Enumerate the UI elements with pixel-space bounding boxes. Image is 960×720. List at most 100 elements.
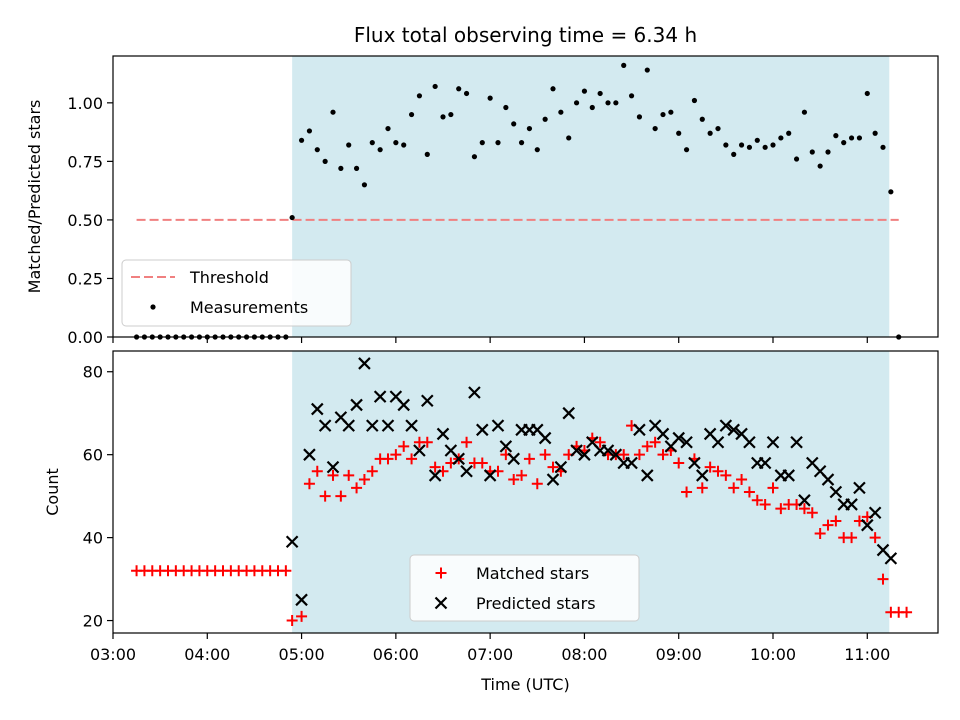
matched-star-point [406,453,418,465]
predicted-star-point [790,435,803,449]
predicted-star-point [641,469,654,482]
measurement-point [801,109,808,115]
matched-star-point [869,532,881,544]
ratio-legend: Threshold Measurements [121,259,352,327]
measurement-point [786,130,792,136]
matched-star-point [641,440,653,452]
measurement-point [676,130,682,136]
matched-star-point [476,457,488,469]
measurement-point [762,144,768,150]
measurement-point [495,140,501,146]
matched-star-point [303,478,315,490]
predicted-star-point [633,423,646,437]
measurement-point [369,140,375,146]
x-tick-label: 03:00 [90,645,136,664]
predicted-star-point [562,406,575,420]
legend-matched-swatch [435,567,447,579]
matched-star-point [366,465,378,477]
predicted-star-point [326,460,340,474]
measurement-point [416,93,423,99]
matched-star-point [696,482,708,494]
legend-box [409,554,640,622]
predicted-star-point [381,419,395,432]
y-tick-label: 0.75 [67,152,103,171]
legend-threshold-label: Threshold [189,268,269,287]
measurement-point [322,158,328,164]
predicted-star-point [311,402,324,416]
matched-star-point [461,436,473,448]
predicted-star-point [491,419,505,432]
matched-star-point [539,449,551,461]
matched-star-point [767,482,779,494]
measurement-point [707,130,713,136]
predicted-star-point [656,427,670,441]
y-tick-label: 20 [83,612,103,631]
matched-star-point [319,490,331,502]
matched-star-point [830,515,842,527]
measurement-point [754,137,760,143]
measurement-point [314,147,320,153]
predicted-star-point [397,398,410,412]
legend-predicted-swatch [434,596,448,610]
y-tick-label: 40 [83,529,103,548]
predicted-star-point [711,435,725,449]
y-tick-label: 0.25 [67,269,103,288]
matched-star-point [681,486,693,498]
predicted-star-point [350,398,363,412]
predicted-star-point [727,423,740,437]
measurement-point [456,86,462,92]
matched-star-point [390,449,402,461]
measurement-point [793,156,800,162]
measurement-point [778,135,784,141]
count-plot-frame [112,350,939,634]
matched-star-point [311,465,323,477]
matched-star-point [516,469,528,481]
y-tick-label: 0.50 [67,211,103,230]
measurement-point [864,90,870,97]
predicted-star-point [366,419,379,432]
predicted-star-point [405,419,418,432]
measurement-point [683,147,690,153]
measurement-point [841,140,847,146]
predicted-star-point [295,593,308,607]
x-tick-label: 07:00 [467,645,513,664]
measurement-point [731,151,737,157]
matched-star-point [822,519,834,531]
measurement-point [424,151,430,157]
measurement-point [566,135,572,141]
matched-star-point [547,461,559,473]
count-series [131,357,913,627]
matched-star-point [806,507,818,519]
matched-star-point [633,449,645,461]
matched-star-point [704,461,716,473]
measurement-point [330,109,336,115]
measurement-point [338,165,344,171]
matched-star-point [358,474,370,486]
measurement-point [573,100,580,106]
predicted-star-point [318,419,332,432]
matched-star-point [846,532,858,544]
predicted-star-point [468,386,481,399]
y-tick-label: 0.00 [67,328,103,347]
predicted-star-point [499,440,513,453]
measurement-point [289,214,295,221]
measurement-point [880,144,886,150]
measurement-point [691,97,698,104]
measurement-point [660,111,666,118]
measurement-point [613,100,619,106]
matched-star-point [335,490,347,502]
measurement-point [385,125,391,132]
measurement-point [888,189,894,195]
y-tick-label: 80 [83,363,103,382]
measurement-point [526,125,533,132]
time-x-axis-label: Time (UTC) [480,675,569,694]
matched-star-point [618,449,630,461]
legend-measurements-swatch [150,304,156,310]
matched-star-point [327,469,339,481]
predicted-star-point [672,431,685,445]
predicted-star-point [688,456,701,470]
predicted-star-point [342,419,355,432]
measurement-point [408,111,415,118]
predicted-star-point [868,506,882,520]
matched-star-point [343,469,355,481]
